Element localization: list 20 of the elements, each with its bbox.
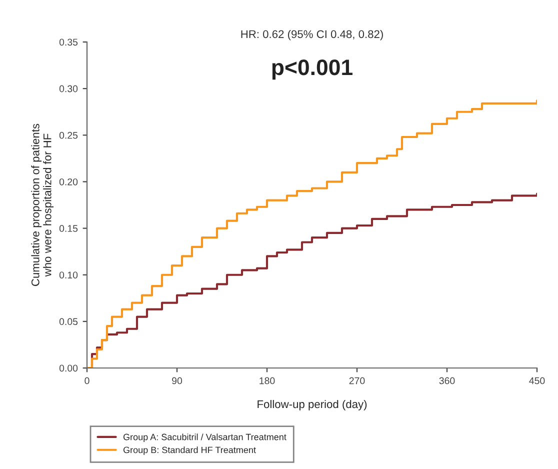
legend-label: Group B: Standard HF Treatment xyxy=(123,446,256,455)
y-tick-label: 0.00 xyxy=(59,364,78,372)
x-tick-label: 270 xyxy=(349,377,365,384)
x-tick-label: 180 xyxy=(260,377,275,384)
legend-label: Group A: Sacubitril / Valsartan Treatment xyxy=(123,434,286,442)
y-tick-label: 0.25 xyxy=(59,132,78,139)
x-tick-label: 90 xyxy=(172,377,182,384)
y-tick-label: 0.30 xyxy=(59,85,78,92)
x-tick-label: 450 xyxy=(529,377,545,384)
chart-title: HR: 0.62 (95% CI 0.48, 0.82) xyxy=(241,30,383,40)
y-tick-label: 0.10 xyxy=(59,272,78,278)
x-axis-title: Follow-up period (day) xyxy=(258,400,367,410)
y-tick-label: 0.15 xyxy=(59,225,78,232)
y-tick-label: 0.05 xyxy=(59,318,78,326)
x-tick-label: 360 xyxy=(439,377,455,384)
y-tick-label: 0.20 xyxy=(59,178,78,186)
y-axis-title: Cumulative proportion of patients who were hospitalized for HF xyxy=(31,124,54,286)
text: p<0.001 xyxy=(272,59,352,80)
y-tick-label: 0.35 xyxy=(59,38,78,46)
x-tick-label: 0 xyxy=(84,377,90,384)
